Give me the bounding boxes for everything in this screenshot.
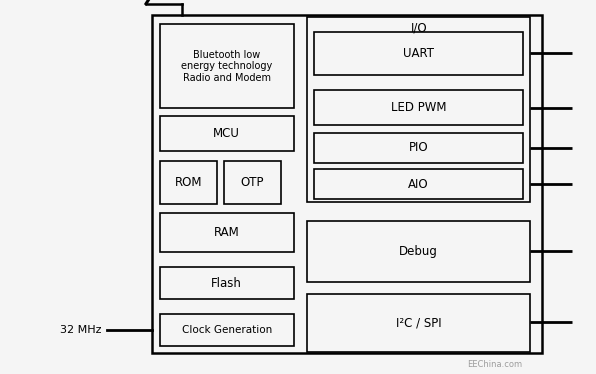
Text: LED PWM: LED PWM <box>390 101 446 114</box>
Text: OTP: OTP <box>240 176 264 189</box>
Bar <box>160 267 294 299</box>
Text: UART: UART <box>403 47 434 60</box>
Bar <box>314 133 523 163</box>
Text: ROM: ROM <box>175 176 202 189</box>
Bar <box>160 24 294 108</box>
Text: AIO: AIO <box>408 178 429 190</box>
Bar <box>307 17 530 202</box>
Bar <box>314 169 523 199</box>
Text: EEChina.com: EEChina.com <box>467 360 522 369</box>
Text: Debug: Debug <box>399 245 438 258</box>
Bar <box>160 161 217 204</box>
Text: I/O: I/O <box>411 22 427 34</box>
Bar <box>160 213 294 252</box>
Bar <box>314 32 523 75</box>
Bar <box>307 294 530 352</box>
Text: Bluetooth low
energy technology
Radio and Modem: Bluetooth low energy technology Radio an… <box>181 50 272 83</box>
Text: Clock Generation: Clock Generation <box>182 325 272 335</box>
Bar <box>160 116 294 151</box>
Bar <box>224 161 281 204</box>
Bar <box>307 221 530 282</box>
Text: I²C / SPI: I²C / SPI <box>396 316 442 329</box>
Bar <box>152 15 542 353</box>
Text: RAM: RAM <box>214 226 240 239</box>
Bar <box>160 314 294 346</box>
Bar <box>314 90 523 125</box>
Text: Flash: Flash <box>212 277 242 290</box>
Text: MCU: MCU <box>213 127 240 140</box>
Text: 32 MHz: 32 MHz <box>60 325 101 335</box>
Text: PIO: PIO <box>409 141 428 154</box>
